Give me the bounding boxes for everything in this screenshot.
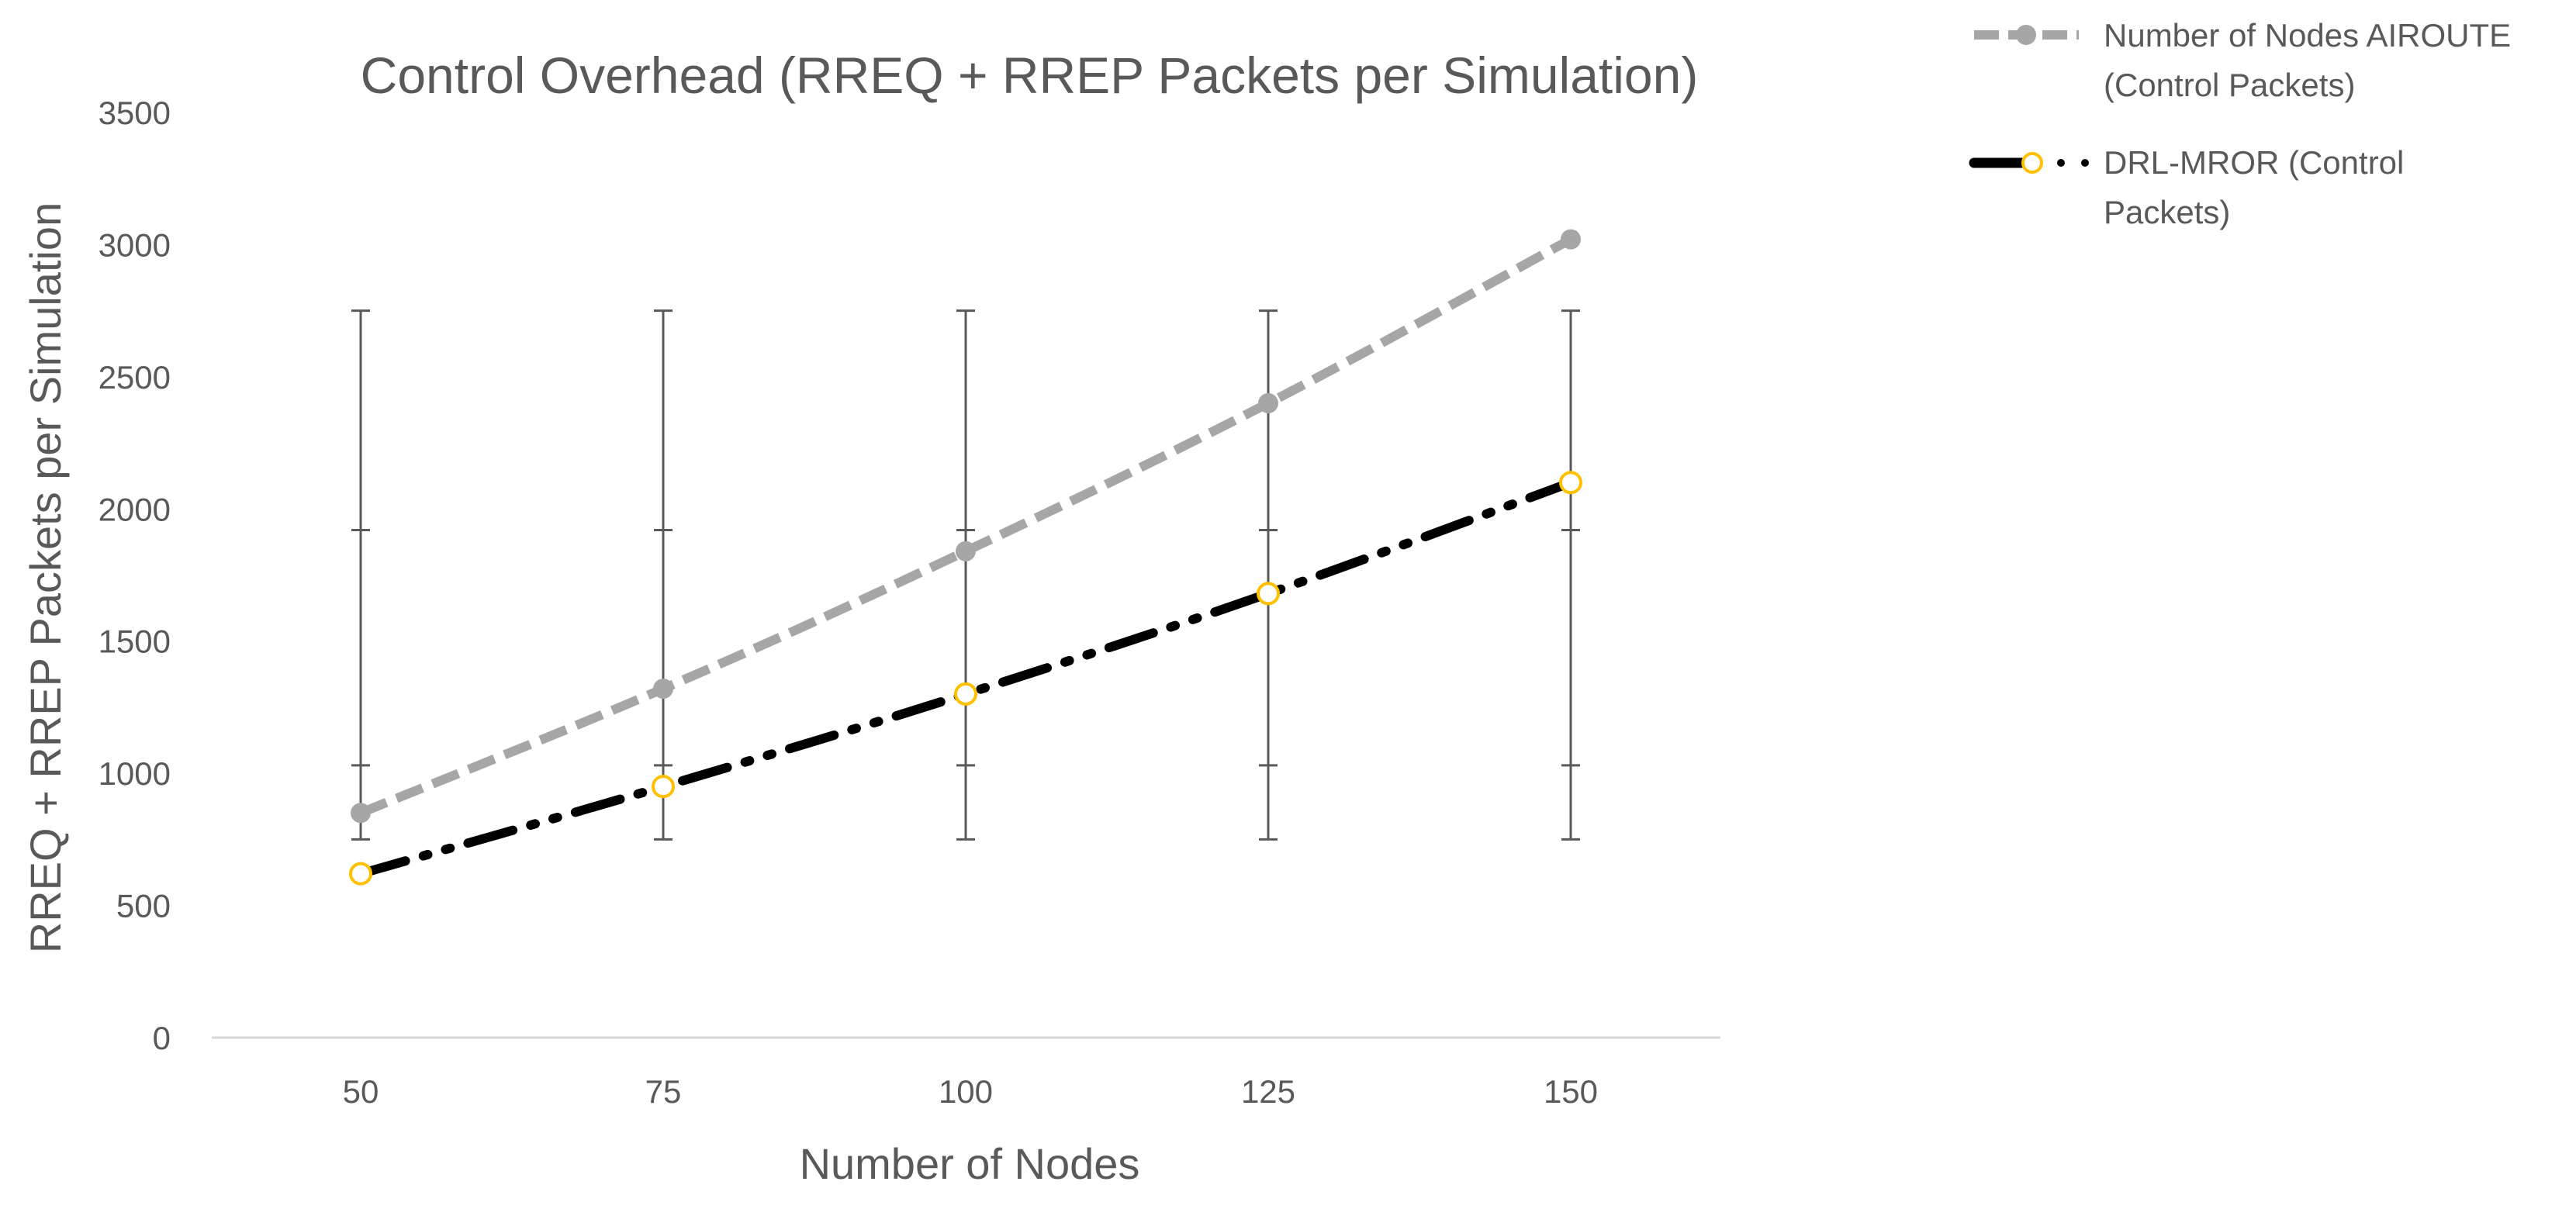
legend: Number of Nodes AIROUTE (Control Packets… [1969, 17, 2511, 230]
legend-item-drl-mror: DRL-MROR (Control Packets) [1969, 144, 2404, 230]
data-point-drl-mror [349, 862, 372, 886]
series-layer [349, 229, 1582, 886]
x-tick-label: 50 [343, 1073, 379, 1110]
y-tick-label: 2000 [99, 491, 171, 527]
legend-label-drl-mror-line2: Packets) [2104, 194, 2230, 230]
y-tick-label: 3500 [99, 95, 171, 131]
legend-dot-1 [2057, 159, 2065, 167]
y-axis-label: RREQ + RREP Packets per Simulation [21, 202, 70, 953]
chart-title: Control Overhead (RREQ + RREP Packets pe… [361, 47, 1699, 104]
data-point-drl-mror [1559, 471, 1582, 495]
x-axis-label: Number of Nodes [800, 1139, 1140, 1188]
y-tick-label: 500 [116, 888, 171, 924]
legend-dot-2 [2081, 159, 2089, 167]
x-tick-label: 150 [1544, 1073, 1598, 1110]
y-tick-label: 1000 [99, 755, 171, 792]
data-point-airoute [351, 803, 371, 824]
legend-marker-airoute [2016, 25, 2036, 45]
x-tick-label: 100 [939, 1073, 993, 1110]
x-tick-label: 75 [645, 1073, 682, 1110]
legend-label-airoute-line1: Number of Nodes AIROUTE [2104, 17, 2511, 54]
y-tick-label: 1500 [99, 624, 171, 660]
data-point-airoute [956, 541, 976, 561]
data-point-airoute [1561, 229, 1581, 250]
x-tick-label: 125 [1241, 1073, 1295, 1110]
data-point-airoute [1258, 392, 1278, 413]
y-tick-label: 0 [153, 1020, 171, 1056]
y-tick-label: 3000 [99, 226, 171, 263]
data-point-drl-mror [1257, 582, 1280, 606]
data-point-drl-mror [652, 775, 675, 799]
legend-label-drl-mror-line1: DRL-MROR (Control [2104, 144, 2404, 181]
legend-marker-drl-mror [2021, 152, 2043, 174]
axes-layer: 0 500 1000 1500 2000 2500 3000 3500 50 75 100 125 15… [99, 95, 1720, 1110]
error-bars [351, 309, 1580, 841]
legend-label-airoute-line2: (Control Packets) [2104, 67, 2355, 103]
data-point-airoute [653, 679, 673, 700]
text-layer: Control Overhead (RREQ + RREP Packets pe… [21, 47, 1698, 1188]
y-tick-label: 2500 [99, 359, 171, 396]
legend-item-airoute: Number of Nodes AIROUTE (Control Packets… [1974, 17, 2511, 103]
data-point-drl-mror [954, 682, 977, 706]
